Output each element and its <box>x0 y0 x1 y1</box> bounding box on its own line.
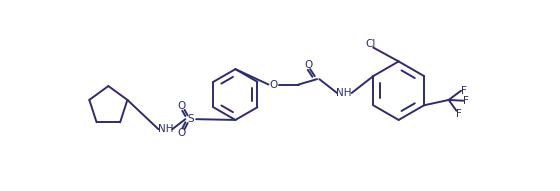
Text: O: O <box>270 79 278 90</box>
Text: O: O <box>305 60 312 70</box>
Text: F: F <box>461 86 467 96</box>
Text: O: O <box>178 101 185 111</box>
Text: Cl: Cl <box>366 39 376 49</box>
Text: NH: NH <box>336 88 352 98</box>
Text: F: F <box>456 109 461 119</box>
Text: O: O <box>178 128 185 138</box>
Text: F: F <box>464 96 469 106</box>
Text: NH: NH <box>157 124 173 134</box>
Text: S: S <box>188 114 194 124</box>
